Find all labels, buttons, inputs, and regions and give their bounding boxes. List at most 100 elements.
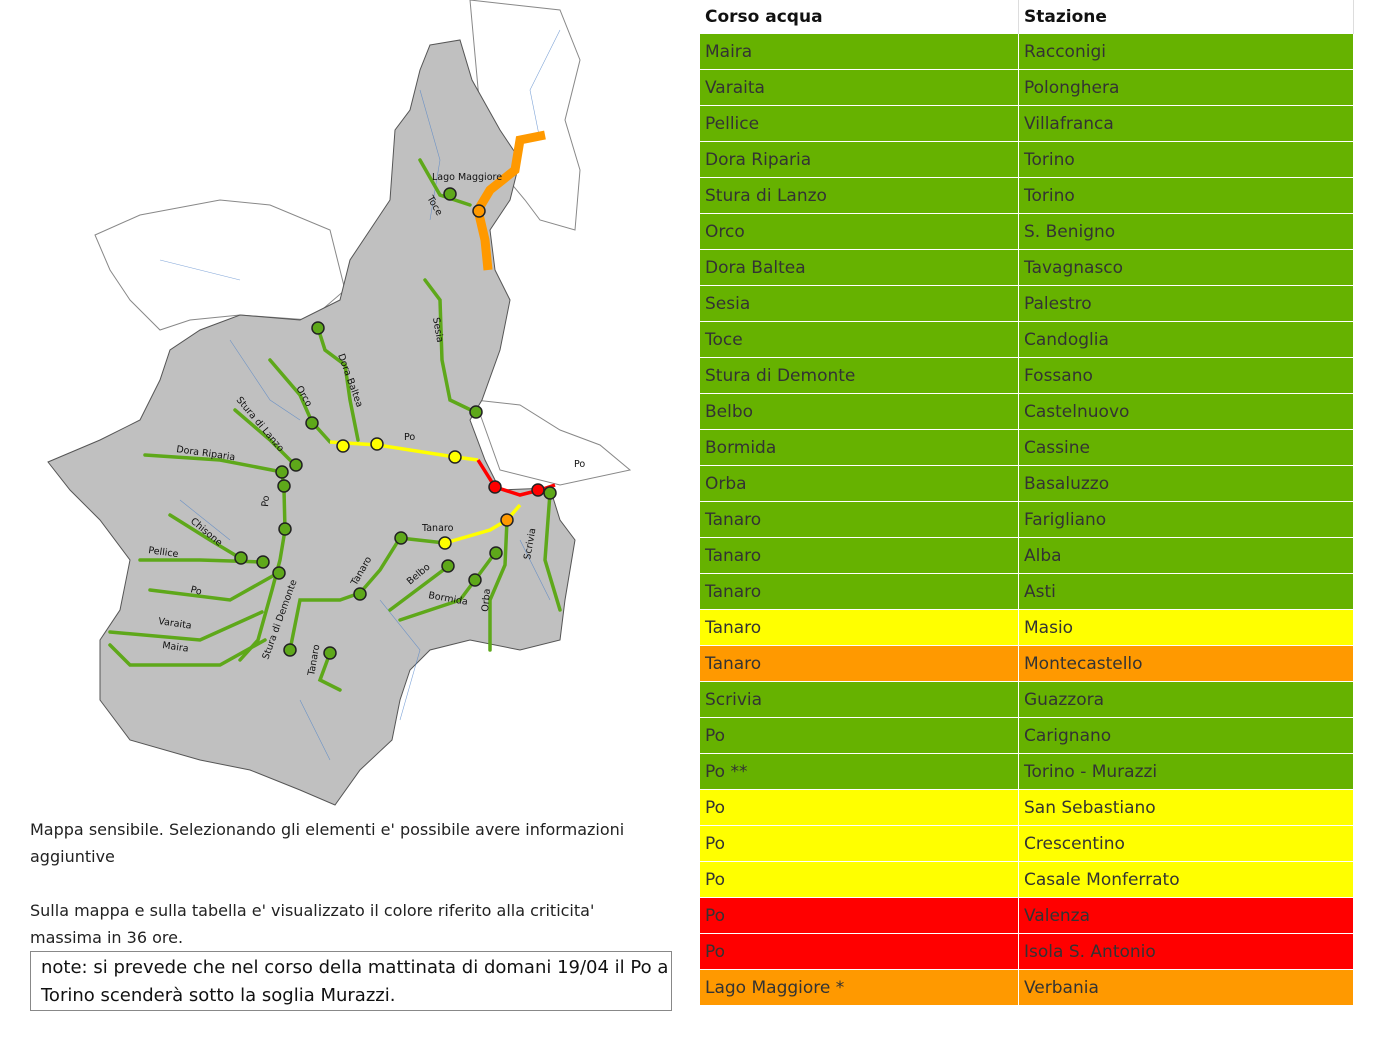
course-cell: Orba xyxy=(700,465,1019,502)
station-cell: Fossano xyxy=(1018,357,1354,394)
map-label: Scrivia xyxy=(522,527,538,560)
minor-rivers xyxy=(159,29,561,761)
station-cell: Tavagnasco xyxy=(1018,249,1354,286)
station-cell: Farigliano xyxy=(1018,501,1354,538)
map-description: Mappa sensibile. Selezionando gli elemen… xyxy=(30,820,625,866)
table-row[interactable]: Tanaro Alba xyxy=(700,537,1354,574)
table-header: Corso acqua Stazione xyxy=(700,0,1354,34)
po-yellow[interactable] xyxy=(329,440,479,462)
station-cell: Carignano xyxy=(1018,717,1354,754)
table-row[interactable]: Po Crescentino xyxy=(700,825,1354,862)
course-cell: Tanaro xyxy=(700,537,1019,574)
course-cell: Belbo xyxy=(700,393,1019,430)
neighbour-regions xyxy=(94,0,632,486)
lake[interactable] xyxy=(473,130,546,271)
table-row[interactable]: Tanaro Asti xyxy=(700,573,1354,610)
table-row[interactable]: Sesia Palestro xyxy=(700,285,1354,322)
station-cell: Valenza xyxy=(1018,897,1354,934)
map-label: Varaita xyxy=(158,616,193,632)
station-cell: Torino xyxy=(1018,177,1354,214)
station-cell: Isola S. Antonio xyxy=(1018,933,1354,970)
map-label: Po xyxy=(574,459,585,470)
table-row[interactable]: Stura di Lanzo Torino xyxy=(700,177,1354,214)
course-cell: Po xyxy=(700,825,1019,862)
course-cell: Maira xyxy=(700,34,1019,70)
course-cell: Dora Riparia xyxy=(700,141,1019,178)
map-label: Po xyxy=(260,495,272,507)
rivers[interactable] xyxy=(108,158,562,692)
station-cell: San Sebastiano xyxy=(1018,789,1354,826)
header-cell: Stazione xyxy=(1018,0,1354,34)
course-cell: Bormida xyxy=(700,429,1019,466)
table-row[interactable]: Bormida Cassine xyxy=(700,429,1354,466)
table-row[interactable]: Orco S. Benigno xyxy=(700,213,1354,250)
legend-description: Sulla mappa e sulla tabella e' visualizz… xyxy=(30,901,595,947)
map-label: Orba xyxy=(480,588,493,612)
course-cell: Pellice xyxy=(700,105,1019,142)
table-row[interactable]: Dora Riparia Torino xyxy=(700,141,1354,178)
station-cell: Racconigi xyxy=(1018,34,1354,70)
map-label: Po xyxy=(404,432,415,443)
table-row[interactable]: Maira Racconigi xyxy=(700,34,1354,70)
table-row[interactable]: Varaita Polonghera xyxy=(700,69,1354,106)
table-row[interactable]: Tanaro Montecastello xyxy=(700,645,1354,682)
course-cell: Po xyxy=(700,897,1019,934)
station-cell: Villafranca xyxy=(1018,105,1354,142)
table-row[interactable]: Po ** Torino - Murazzi xyxy=(700,753,1354,790)
station-cell: Cassine xyxy=(1018,429,1354,466)
stations[interactable] xyxy=(234,187,557,660)
station-cell: Asti xyxy=(1018,573,1354,610)
station-cell: S. Benigno xyxy=(1018,213,1354,250)
station-cell: Castelnuovo xyxy=(1018,393,1354,430)
map-label: Tanaro xyxy=(421,523,454,534)
note: note: si prevede che nel corso della mat… xyxy=(30,951,672,1011)
table-row[interactable]: Tanaro Farigliano xyxy=(700,501,1354,538)
course-cell: Tanaro xyxy=(700,645,1019,682)
table-row[interactable]: Orba Basaluzzo xyxy=(700,465,1354,502)
station-cell: Polonghera xyxy=(1018,69,1354,106)
station-cell: Alba xyxy=(1018,537,1354,574)
course-cell: Po xyxy=(700,933,1019,970)
course-cell: Stura di Lanzo xyxy=(700,177,1019,214)
map-label: Sesia xyxy=(430,317,445,344)
course-cell: Tanaro xyxy=(700,609,1019,646)
table-row[interactable]: Po Carignano xyxy=(700,717,1354,754)
map-label: Po xyxy=(189,584,203,598)
station-cell: Masio xyxy=(1018,609,1354,646)
table-row[interactable]: Po Valenza xyxy=(700,897,1354,934)
table-row[interactable]: Belbo Castelnuovo xyxy=(700,393,1354,430)
station-cell: Guazzora xyxy=(1018,681,1354,718)
course-cell: Scrivia xyxy=(700,681,1019,718)
course-cell: Dora Baltea xyxy=(700,249,1019,286)
course-cell: Toce xyxy=(700,321,1019,358)
station-cell: Crescentino xyxy=(1018,825,1354,862)
table-row[interactable]: Scrivia Guazzora xyxy=(700,681,1354,718)
course-cell: Tanaro xyxy=(700,573,1019,610)
map-label: Maira xyxy=(162,640,190,655)
table-row[interactable]: Dora Baltea Tavagnasco xyxy=(700,249,1354,286)
table-row[interactable]: Po Isola S. Antonio xyxy=(700,933,1354,970)
course-cell: Po xyxy=(700,717,1019,754)
station-cell: Palestro xyxy=(1018,285,1354,322)
table-row[interactable]: Po Casale Monferrato xyxy=(700,861,1354,898)
table-row[interactable]: Lago Maggiore * Verbania xyxy=(700,969,1354,1006)
course-cell: Sesia xyxy=(700,285,1019,322)
table-row[interactable]: Pellice Villafranca xyxy=(700,105,1354,142)
map-label: Lago Maggiore xyxy=(432,172,502,183)
table-row[interactable]: Toce Candoglia xyxy=(700,321,1354,358)
course-cell: Varaita xyxy=(700,69,1019,106)
table-row[interactable]: Stura di Demonte Fossano xyxy=(700,357,1354,394)
header-cell: Corso acqua xyxy=(700,0,1019,34)
po-red[interactable] xyxy=(476,459,556,497)
course-cell: Stura di Demonte xyxy=(700,357,1019,394)
station-cell: Montecastello xyxy=(1018,645,1354,682)
station-cell: Basaluzzo xyxy=(1018,465,1354,502)
stations-table: Corso acqua Stazione Maira Racconigi Varai… xyxy=(700,0,1354,1006)
station-cell: Casale Monferrato xyxy=(1018,861,1354,898)
tanaro-yellow[interactable] xyxy=(444,503,522,545)
table-row[interactable]: Po San Sebastiano xyxy=(700,789,1354,826)
course-cell: Orco xyxy=(700,213,1019,250)
table-row[interactable]: Tanaro Masio xyxy=(700,609,1354,646)
